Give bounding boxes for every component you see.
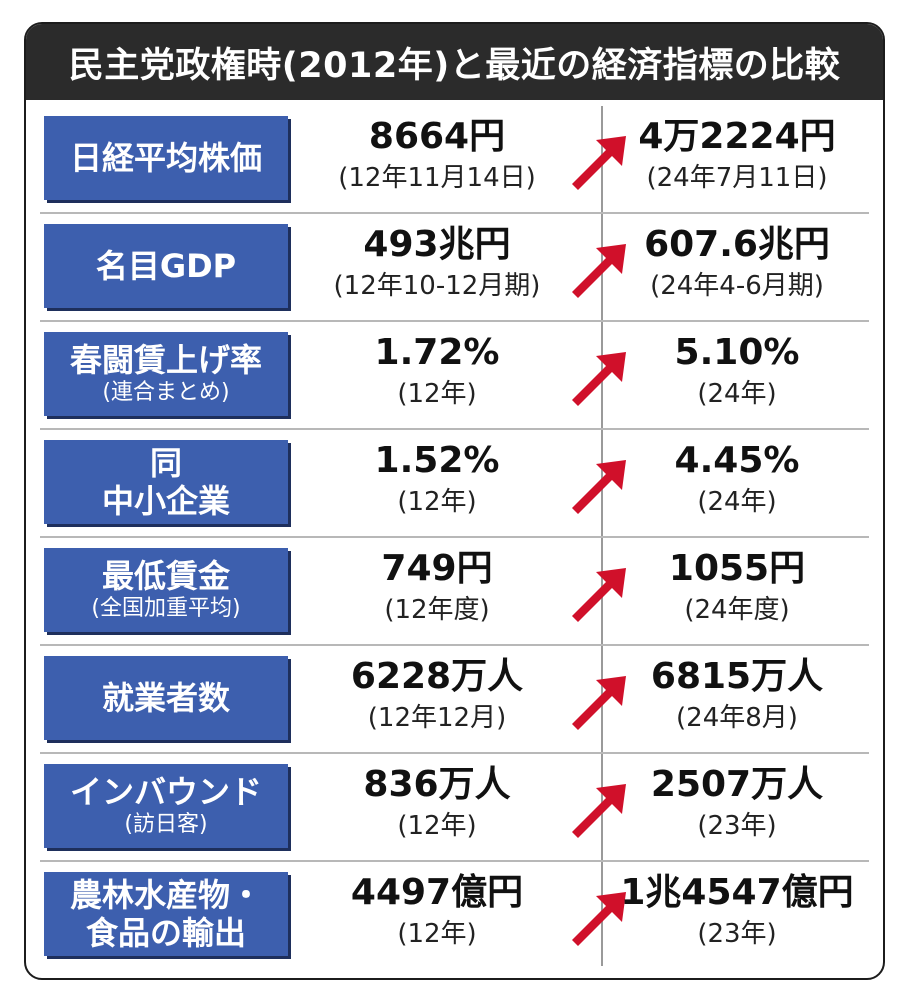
value-before: 493兆円	[363, 224, 511, 265]
value-before: 4497億円	[350, 872, 524, 913]
value-before: 749円	[381, 548, 493, 589]
period-after: (23年)	[697, 919, 777, 949]
comparison-table: 民主党政権時(2012年)と最近の経済指標の比較 日経平均株価 8664円 (1…	[24, 22, 885, 980]
up-right-arrow-icon	[572, 352, 626, 406]
indicator-label: 就業者数	[44, 656, 288, 740]
value-after: 1055円	[668, 548, 806, 589]
indicator-subname: 食品の輸出	[85, 914, 246, 952]
row-divider	[40, 428, 869, 430]
table-row: 春闘賃上げ率 (連合まとめ) 1.72% (12年) 5.10% (24年)	[26, 322, 883, 430]
value-2012: 836万人 (12年)	[302, 762, 572, 844]
period-after: (24年7月11日)	[646, 163, 828, 193]
table-row: 名目GDP 493兆円 (12年10-12月期) 607.6兆円 (24年4-6…	[26, 214, 883, 322]
period-before: (12年)	[397, 487, 477, 517]
value-before: 836万人	[363, 764, 511, 805]
table-row: 日経平均株価 8664円 (12年11月14日) 4万2224円 (24年7月1…	[26, 106, 883, 214]
indicator-name: 就業者数	[101, 679, 230, 717]
table-row: インバウンド (訪日客) 836万人 (12年) 2507万人 (23年)	[26, 754, 883, 862]
value-2012: 749円 (12年度)	[302, 546, 572, 628]
indicator-label: 最低賃金 (全国加重平均)	[44, 548, 288, 632]
up-right-arrow-icon	[572, 676, 626, 730]
up-right-arrow-icon	[572, 784, 626, 838]
value-2012: 6228万人 (12年12月)	[302, 654, 572, 736]
row-divider	[40, 536, 869, 538]
indicator-label: 名目GDP	[44, 224, 288, 308]
value-recent: 607.6兆円 (24年4-6月期)	[602, 222, 872, 304]
table-row: 同 中小企業 1.52% (12年) 4.45% (24年)	[26, 430, 883, 538]
value-recent: 1055円 (24年度)	[602, 546, 872, 628]
up-right-arrow-icon	[572, 568, 626, 622]
period-before: (12年12月)	[367, 703, 507, 733]
indicator-label: 農林水産物・ 食品の輸出	[44, 872, 288, 956]
up-right-arrow-icon	[572, 136, 626, 190]
indicator-note: (訪日客)	[124, 812, 208, 837]
row-divider	[40, 320, 869, 322]
indicator-name: 最低賃金	[101, 557, 230, 595]
period-after: (23年)	[697, 811, 777, 841]
up-right-arrow-icon	[572, 244, 626, 298]
table-row: 就業者数 6228万人 (12年12月) 6815万人 (24年8月)	[26, 646, 883, 754]
value-2012: 8664円 (12年11月14日)	[302, 114, 572, 196]
value-recent: 4万2224円 (24年7月11日)	[602, 114, 872, 196]
period-before: (12年11月14日)	[338, 163, 536, 193]
value-recent: 2507万人 (23年)	[602, 762, 872, 844]
value-2012: 493兆円 (12年10-12月期)	[302, 222, 572, 304]
indicator-name: 農林水産物・	[69, 876, 262, 914]
value-after: 607.6兆円	[644, 224, 830, 265]
indicator-subname: 中小企業	[101, 482, 230, 520]
indicator-name: 日経平均株価	[69, 139, 262, 177]
indicator-label: 春闘賃上げ率 (連合まとめ)	[44, 332, 288, 416]
period-before: (12年)	[397, 919, 477, 949]
indicator-note: (連合まとめ)	[102, 380, 230, 405]
period-after: (24年4-6月期)	[650, 271, 824, 301]
value-after: 2507万人	[650, 764, 824, 805]
value-before: 8664円	[368, 116, 506, 157]
indicator-label: 同 中小企業	[44, 440, 288, 524]
table-row: 最低賃金 (全国加重平均) 749円 (12年度) 1055円 (24年度)	[26, 538, 883, 646]
period-after: (24年度)	[684, 595, 790, 625]
value-after: 5.10%	[674, 332, 800, 373]
value-before: 6228万人	[350, 656, 524, 697]
value-2012: 1.52% (12年)	[302, 438, 572, 520]
period-after: (24年8月)	[676, 703, 798, 733]
indicator-name: インバウンド	[69, 773, 262, 811]
value-2012: 4497億円 (12年)	[302, 870, 572, 952]
up-right-arrow-icon	[572, 892, 626, 946]
indicator-label: 日経平均株価	[44, 116, 288, 200]
indicator-name: 同	[149, 444, 182, 482]
indicator-name: 春闘賃上げ率	[69, 341, 262, 379]
up-right-arrow-icon	[572, 460, 626, 514]
period-after: (24年)	[697, 379, 777, 409]
table-row: 農林水産物・ 食品の輸出 4497億円 (12年) 1兆4547億円 (23年)	[26, 862, 883, 970]
value-after: 4.45%	[674, 440, 800, 481]
period-before: (12年度)	[384, 595, 490, 625]
value-recent: 1兆4547億円 (23年)	[602, 870, 872, 952]
period-after: (24年)	[697, 487, 777, 517]
row-divider	[40, 860, 869, 862]
value-recent: 5.10% (24年)	[602, 330, 872, 412]
row-divider	[40, 212, 869, 214]
period-before: (12年)	[397, 379, 477, 409]
period-before: (12年10-12月期)	[333, 271, 541, 301]
page-title: 民主党政権時(2012年)と最近の経済指標の比較	[26, 24, 883, 100]
value-recent: 4.45% (24年)	[602, 438, 872, 520]
value-recent: 6815万人 (24年8月)	[602, 654, 872, 736]
value-2012: 1.72% (12年)	[302, 330, 572, 412]
value-after: 4万2224円	[638, 116, 836, 157]
indicator-label: インバウンド (訪日客)	[44, 764, 288, 848]
value-after: 1兆4547億円	[620, 872, 854, 913]
period-before: (12年)	[397, 811, 477, 841]
indicator-name: 名目GDP	[95, 247, 237, 285]
row-divider	[40, 752, 869, 754]
value-after: 6815万人	[650, 656, 824, 697]
row-divider	[40, 644, 869, 646]
value-before: 1.72%	[374, 332, 500, 373]
indicator-note: (全国加重平均)	[91, 596, 241, 621]
value-before: 1.52%	[374, 440, 500, 481]
